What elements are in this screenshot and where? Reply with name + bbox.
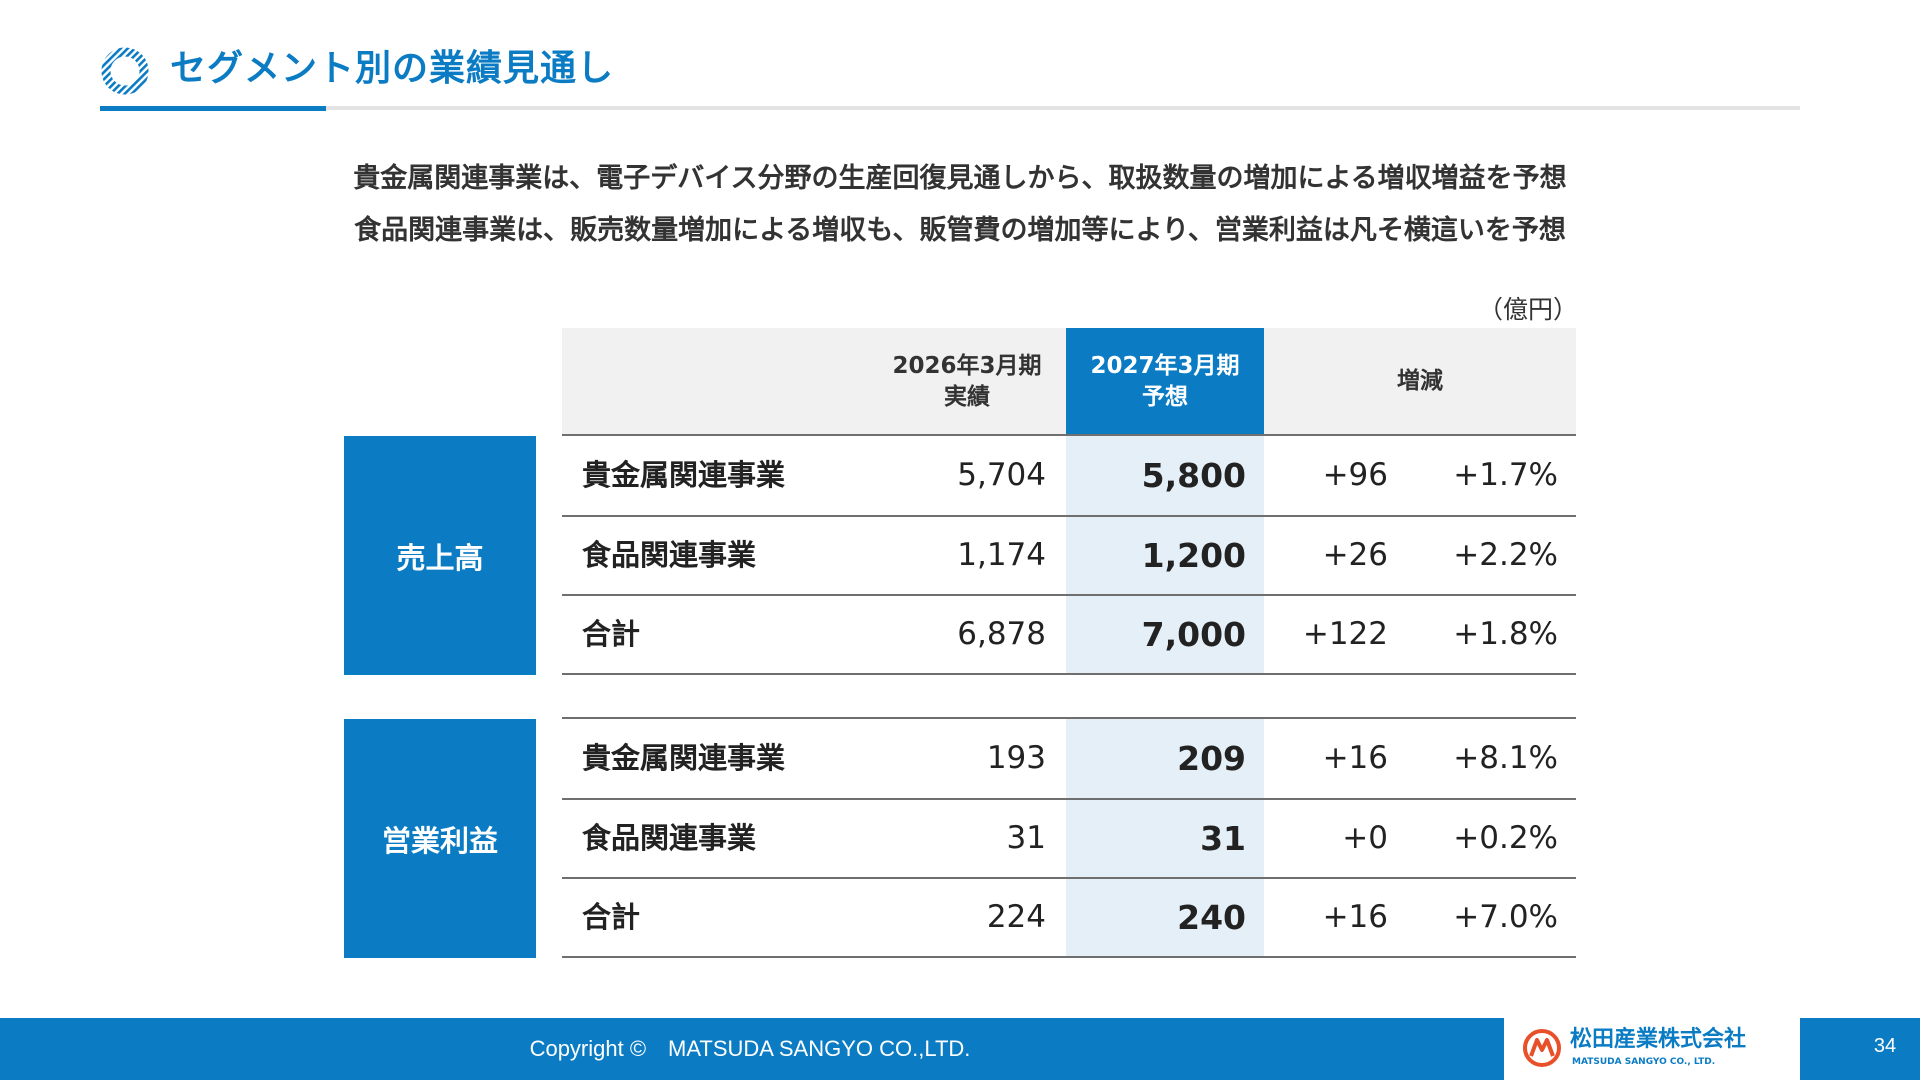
row-prev-value: 6,878 bbox=[957, 616, 1046, 652]
row-diff-percent: +2.2% bbox=[1453, 537, 1558, 573]
page-number: 34 bbox=[1873, 1035, 1897, 1057]
row-divider bbox=[562, 673, 1576, 675]
matsuda-logo-icon bbox=[1523, 1029, 1561, 1067]
unit-label: （億円） bbox=[1478, 295, 1579, 324]
row-name: 合計 bbox=[582, 617, 641, 651]
row-divider bbox=[562, 956, 1576, 958]
row-divider bbox=[562, 515, 1576, 517]
company-name-jp: 松田産業株式会社 bbox=[1570, 1027, 1747, 1052]
table-header-highlight bbox=[1066, 328, 1264, 435]
row-diff-value: +122 bbox=[1302, 616, 1388, 652]
row-diff-percent: +8.1% bbox=[1453, 740, 1558, 776]
row-forecast-value: 240 bbox=[1177, 898, 1246, 937]
row-name: 食品関連事業 bbox=[582, 821, 757, 855]
ring-icon bbox=[101, 47, 149, 95]
row-divider bbox=[562, 877, 1576, 879]
row-forecast-value: 1,200 bbox=[1141, 536, 1246, 575]
forecast-column-highlight bbox=[1066, 435, 1264, 674]
row-name: 貴金属関連事業 bbox=[582, 458, 786, 492]
row-divider bbox=[562, 594, 1576, 596]
page-title: セグメント別の業績見通し bbox=[170, 48, 615, 89]
row-diff-value: +96 bbox=[1322, 457, 1388, 493]
row-prev-value: 1,174 bbox=[957, 537, 1046, 573]
row-diff-percent: +1.8% bbox=[1453, 616, 1558, 652]
lead-line-2: 食品関連事業は、販売数量増加による増収も、販管費の増加等により、営業利益は凡そ横… bbox=[354, 215, 1566, 246]
row-name: 合計 bbox=[582, 900, 641, 934]
row-diff-value: +26 bbox=[1322, 537, 1388, 573]
forecast-column-highlight bbox=[1066, 718, 1264, 957]
lead-line-1: 貴金属関連事業は、電子デバイス分野の生産回復見通しから、取扱数量の増加による増収… bbox=[353, 163, 1567, 194]
row-name: 食品関連事業 bbox=[582, 538, 757, 572]
row-prev-value: 193 bbox=[986, 740, 1046, 776]
copyright-text: Copyright © MATSUDA SANGYO CO.,LTD. bbox=[529, 1036, 971, 1061]
row-prev-value: 5,704 bbox=[957, 457, 1046, 493]
row-divider bbox=[562, 434, 1576, 436]
row-diff-percent: +1.7% bbox=[1453, 457, 1558, 493]
title-divider bbox=[100, 106, 1800, 110]
row-prev-value: 224 bbox=[986, 899, 1046, 935]
row-forecast-value: 7,000 bbox=[1141, 615, 1246, 654]
row-divider bbox=[562, 798, 1576, 800]
row-forecast-value: 209 bbox=[1177, 739, 1246, 778]
column-header-prev: 2026年3月期 実績 bbox=[868, 328, 1066, 435]
section-label-sales: 売上高 bbox=[344, 436, 536, 675]
row-divider bbox=[562, 717, 1576, 719]
row-name: 貴金属関連事業 bbox=[582, 741, 786, 775]
row-diff-value: +0 bbox=[1342, 820, 1388, 856]
row-diff-percent: +7.0% bbox=[1453, 899, 1558, 935]
row-diff-value: +16 bbox=[1322, 899, 1388, 935]
column-header-forecast-period: 2027年3月期 bbox=[1090, 352, 1240, 379]
company-logo bbox=[1504, 1018, 1800, 1080]
column-header-prev-period: 2026年3月期 bbox=[892, 352, 1042, 379]
column-header-diff: 増減 bbox=[1397, 368, 1443, 394]
row-diff-percent: +0.2% bbox=[1453, 820, 1558, 856]
column-header-prev-type: 実績 bbox=[944, 383, 990, 410]
row-prev-value: 31 bbox=[1006, 820, 1046, 856]
row-forecast-value: 5,800 bbox=[1141, 456, 1246, 495]
column-header-forecast-type: 予想 bbox=[1142, 383, 1188, 410]
column-header-forecast: 2027年3月期 予想 bbox=[1066, 328, 1264, 435]
section-label-operating-profit: 営業利益 bbox=[344, 719, 536, 958]
company-name-en: MATSUDA SANGYO CO., LTD. bbox=[1572, 1057, 1716, 1067]
row-forecast-value: 31 bbox=[1200, 819, 1246, 858]
row-diff-value: +16 bbox=[1322, 740, 1388, 776]
title-divider-accent bbox=[100, 106, 326, 111]
